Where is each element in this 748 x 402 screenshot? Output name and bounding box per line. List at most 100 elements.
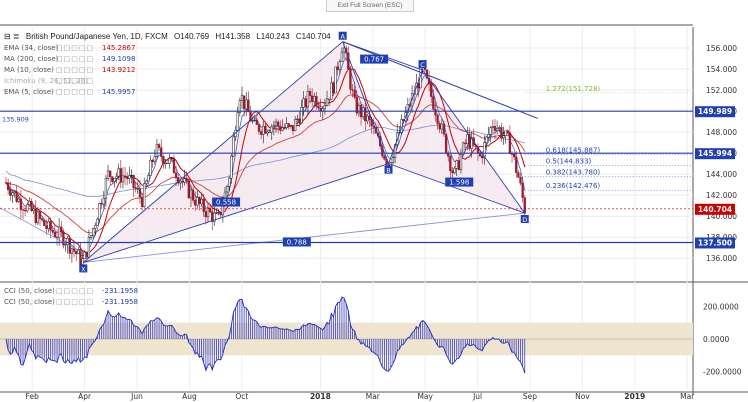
candle-body bbox=[311, 95, 314, 102]
candle-body bbox=[134, 187, 137, 190]
price-tick-label: 136.000 bbox=[706, 254, 737, 263]
indicator-value: 143.9212 bbox=[102, 66, 136, 74]
cci-name: CCI (50, close) bbox=[4, 298, 55, 306]
candle-body bbox=[325, 98, 329, 106]
candle-body bbox=[58, 226, 61, 238]
candle-body bbox=[187, 180, 190, 199]
indicator-controls[interactable]: □□□□□ bbox=[56, 66, 95, 74]
candle-body bbox=[489, 127, 492, 135]
candle-body bbox=[262, 125, 265, 135]
candle-body bbox=[160, 147, 163, 157]
candle-body bbox=[362, 107, 365, 118]
candle-body bbox=[174, 172, 178, 179]
candle-body bbox=[521, 182, 524, 198]
candle-body bbox=[330, 82, 333, 100]
candle-body bbox=[196, 197, 199, 206]
candle-body bbox=[26, 204, 29, 212]
candle-body bbox=[189, 189, 193, 199]
candle-body bbox=[81, 258, 84, 265]
indicator-controls[interactable]: □□□□□ bbox=[56, 44, 95, 52]
candle-body bbox=[283, 127, 286, 129]
candle-body bbox=[247, 99, 250, 113]
candle-body bbox=[249, 111, 252, 122]
candle-body bbox=[102, 197, 105, 205]
candle-body bbox=[191, 189, 195, 201]
candles bbox=[4, 41, 526, 272]
indicator-name: MA (200, close) bbox=[4, 55, 59, 63]
candle-body bbox=[166, 162, 169, 164]
exit-fullscreen-button[interactable]: Exit Full Screen (ESC) bbox=[326, 0, 414, 12]
candle-body bbox=[185, 178, 188, 181]
candle-body bbox=[519, 177, 522, 184]
ratio-label: 0.767 bbox=[364, 56, 384, 64]
indicator-name: EMA (5, close) bbox=[4, 88, 54, 96]
candle-body bbox=[111, 176, 114, 182]
time-tick-label: Apr bbox=[78, 392, 92, 401]
candle-body bbox=[264, 125, 267, 134]
cci-value: -231.1958 bbox=[102, 298, 138, 306]
time-tick-label: Feb bbox=[26, 392, 40, 401]
time-tick-label: Mar bbox=[366, 392, 381, 401]
candle-body bbox=[349, 68, 352, 90]
candle-body bbox=[113, 177, 116, 182]
cci-controls[interactable]: □□□□□ bbox=[56, 298, 95, 306]
indicator-row[interactable]: Ichimoku (9, 26, 52, 26) □□□□□ bbox=[4, 76, 135, 87]
candle-body bbox=[276, 121, 280, 127]
price-label-badge bbox=[695, 106, 735, 118]
pattern-leg bbox=[388, 163, 525, 214]
candle-body bbox=[49, 221, 52, 231]
indicator-name: EMA (34, close) bbox=[4, 44, 59, 52]
candle-body bbox=[487, 134, 490, 138]
candle-body bbox=[70, 248, 74, 254]
candle-body bbox=[200, 199, 203, 204]
candle-body bbox=[66, 238, 69, 245]
candle-body bbox=[9, 189, 12, 196]
candle-body bbox=[517, 172, 520, 178]
candle-body bbox=[236, 112, 239, 131]
candle-body bbox=[440, 123, 443, 130]
indicator-row[interactable]: EMA (5, close) □□□□□ 145.9957 bbox=[4, 87, 135, 98]
cci-row[interactable]: CCI (50, close) □□□□□ -231.1958 bbox=[4, 286, 138, 297]
cci-name: CCI (50, close) bbox=[4, 287, 55, 295]
candle-body bbox=[438, 123, 441, 130]
price-label-badge bbox=[695, 237, 735, 249]
candle-body bbox=[138, 188, 142, 198]
candle-body bbox=[198, 197, 201, 204]
candle-body bbox=[98, 202, 101, 220]
candle-body bbox=[315, 95, 318, 107]
cci-controls[interactable]: □□□□□ bbox=[56, 287, 95, 295]
candle-body bbox=[444, 133, 448, 154]
candle-body bbox=[468, 134, 471, 149]
indicator-row[interactable]: MA (200, close) □□□□□ 149.1098 bbox=[4, 54, 135, 65]
candle-body bbox=[291, 125, 295, 132]
pattern-point-label: C bbox=[420, 61, 425, 69]
candle-body bbox=[342, 47, 346, 53]
cci-line bbox=[5, 296, 526, 374]
candle-body bbox=[257, 124, 261, 132]
candle-body bbox=[21, 209, 25, 211]
indicator-row[interactable]: EMA (34, close) □□□□□ 145.2867 bbox=[4, 43, 135, 54]
candle-body bbox=[383, 155, 386, 160]
candle-body bbox=[391, 157, 395, 163]
indicator-controls[interactable]: □□□□□ bbox=[56, 88, 95, 96]
candle-body bbox=[106, 170, 110, 179]
candle-body bbox=[298, 118, 301, 124]
candle-body bbox=[287, 123, 290, 126]
candle-body bbox=[296, 118, 299, 120]
candle-body bbox=[449, 156, 452, 172]
candle-body bbox=[317, 106, 320, 109]
indicator-controls[interactable]: □□□□□ bbox=[56, 55, 95, 63]
candle-body bbox=[34, 208, 37, 224]
candle-body bbox=[121, 175, 125, 183]
indicator-row[interactable]: MA (10, close) □□□□□ 143.9212 bbox=[4, 65, 135, 76]
candle-body bbox=[353, 89, 356, 98]
bcd-triangle bbox=[388, 70, 525, 214]
left-trendline-label: 135.909 bbox=[2, 116, 29, 124]
indicator-controls[interactable]: □□□□□ bbox=[56, 77, 95, 85]
candle-body bbox=[100, 202, 103, 205]
cci-tick-label: 0.0000 bbox=[703, 335, 729, 344]
candle-body bbox=[451, 170, 454, 174]
header-icons[interactable]: ⊟ ≣ bbox=[4, 32, 20, 41]
cci-row[interactable]: CCI (50, close) □□□□□ -231.1958 bbox=[4, 297, 138, 308]
